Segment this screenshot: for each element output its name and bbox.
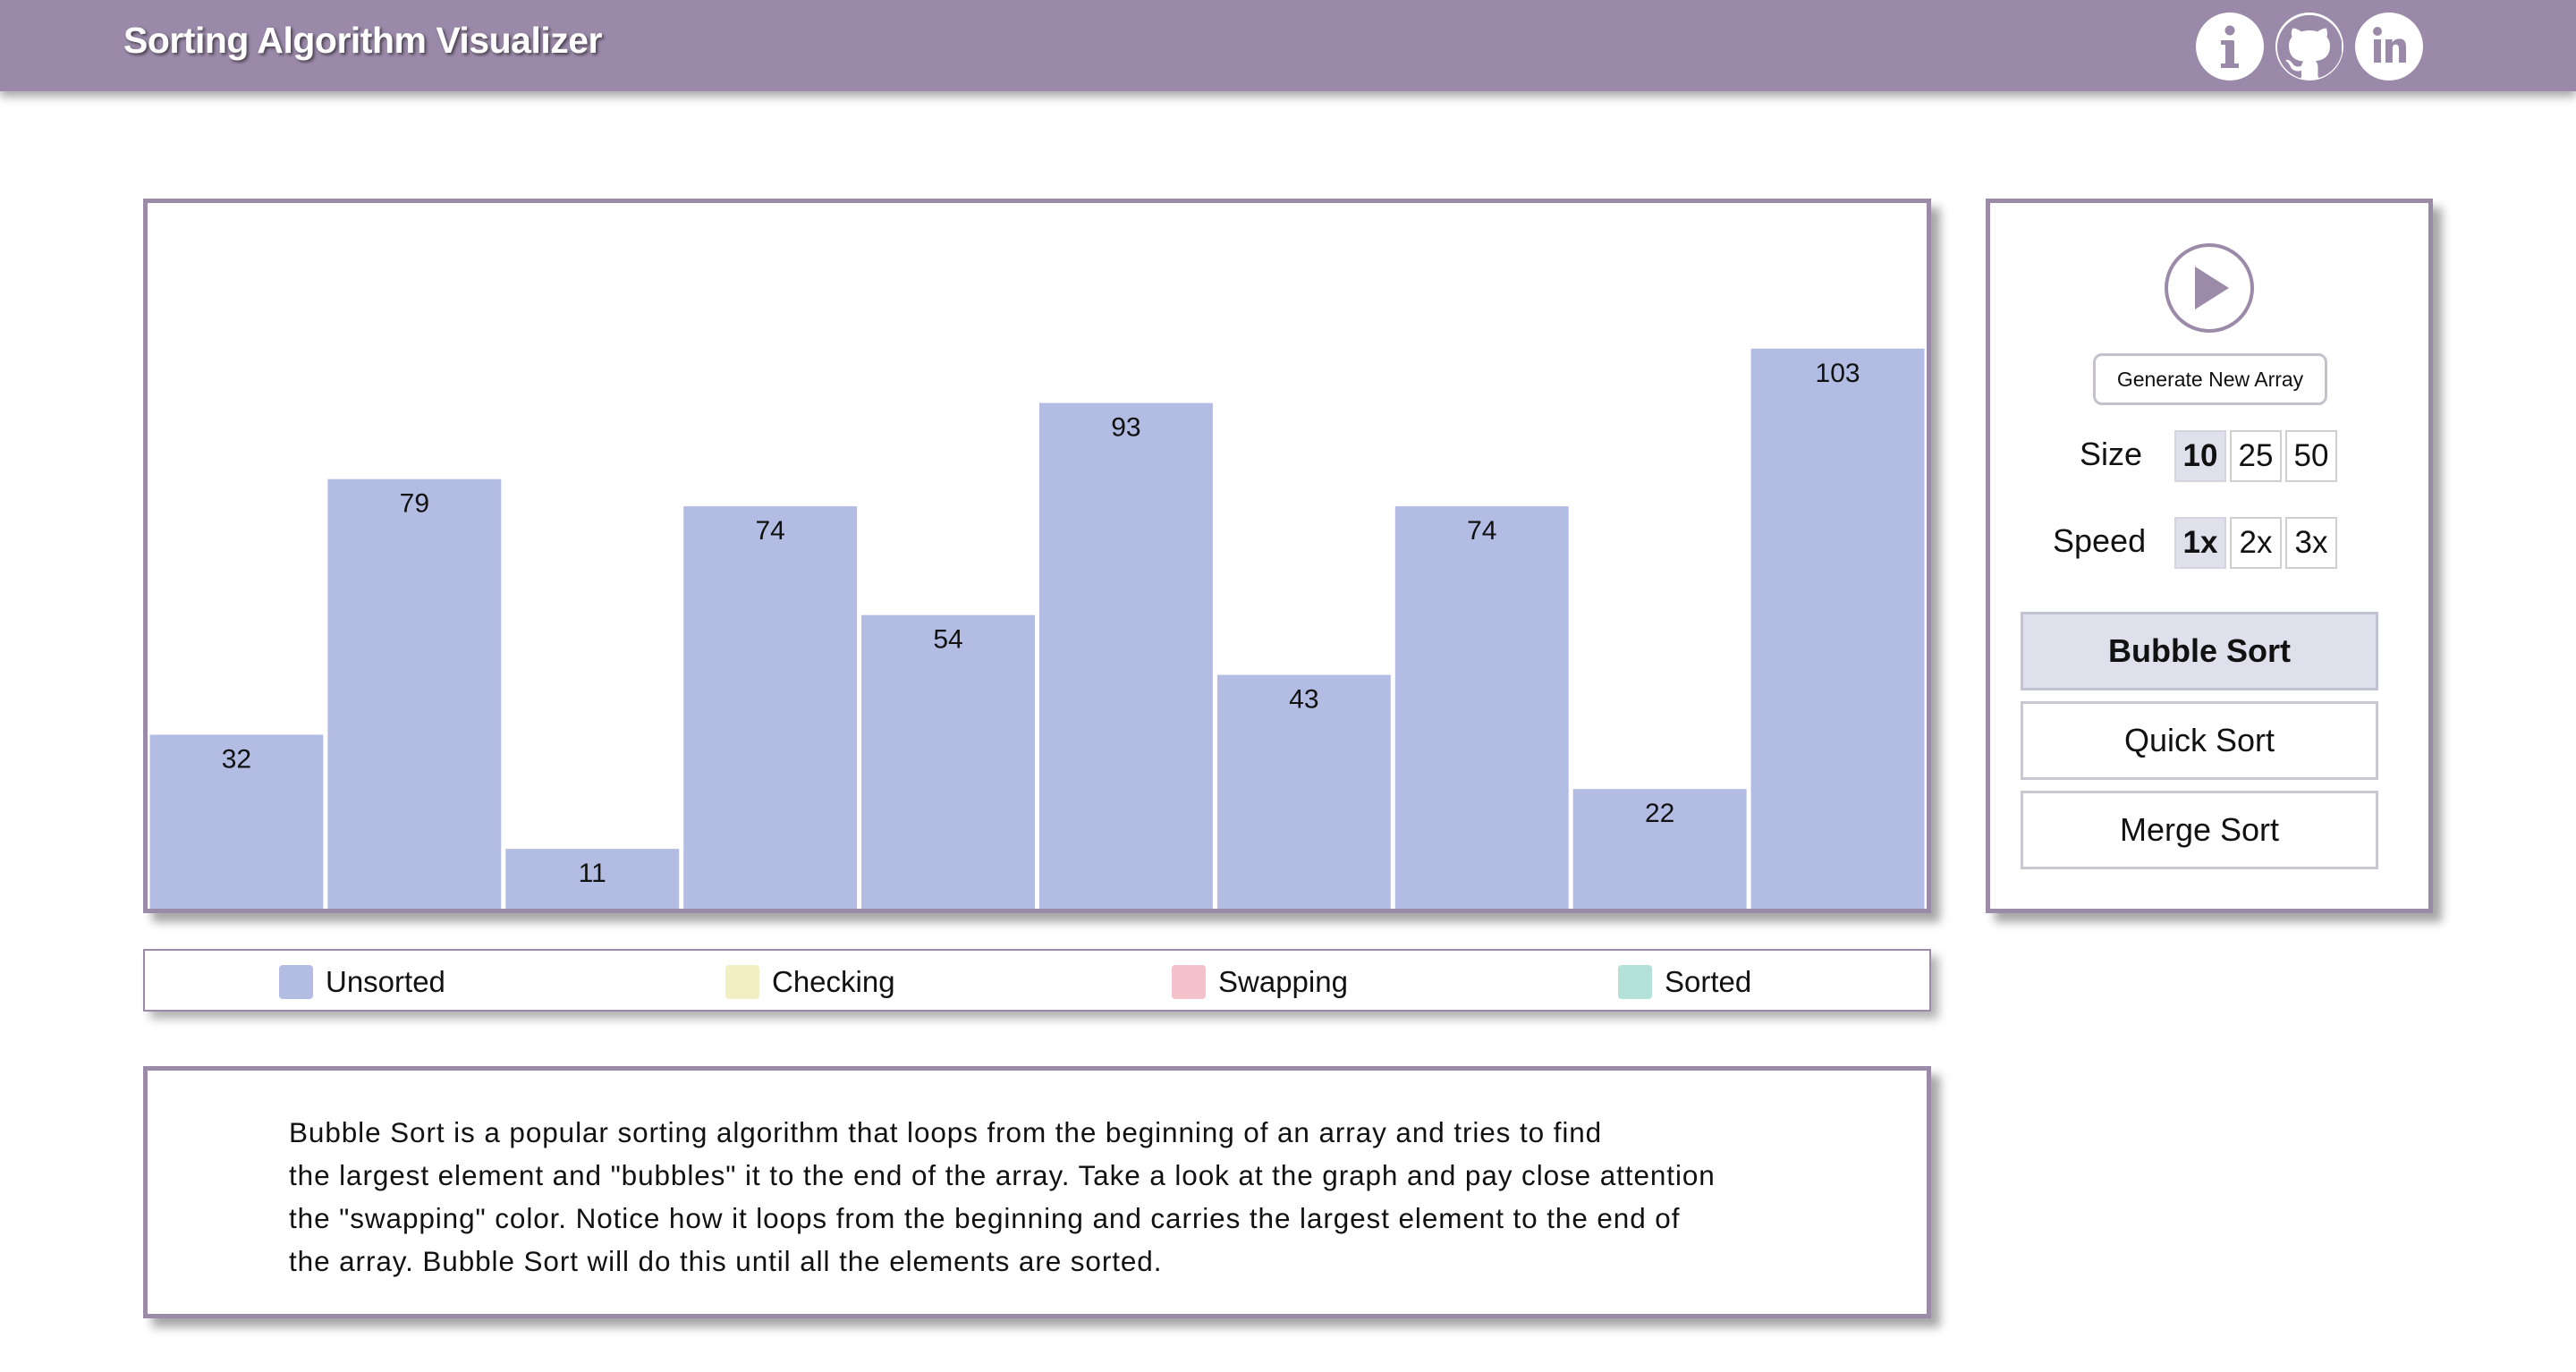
legend: Unsorted Checking Swapping Sorted (143, 949, 1931, 1012)
bar (1572, 789, 1747, 909)
speed-option-1x[interactable]: 1x (2174, 517, 2226, 569)
legend-label: Unsorted (326, 965, 445, 998)
bar-value-label: 22 (1645, 799, 1674, 828)
speed-option-2x[interactable]: 2x (2230, 517, 2282, 569)
linkedin-icon[interactable] (2355, 13, 2423, 80)
bar-value-label: 43 (1289, 685, 1318, 715)
bar (505, 849, 680, 909)
bar (683, 506, 858, 909)
bar-value-label: 32 (222, 744, 251, 774)
bar-value-label: 79 (400, 489, 429, 519)
algorithm-description: Bubble Sort is a popular sorting algorit… (289, 1111, 1809, 1283)
control-panel: Generate New Array Size 10 25 50 Speed 1… (1986, 199, 2433, 913)
legend-item-checking: Checking (725, 964, 895, 1000)
description-line: the "swapping" color. Notice how it loop… (289, 1202, 1681, 1234)
merge-sort-button[interactable]: Merge Sort (2021, 791, 2378, 869)
description-line: Bubble Sort is a popular sorting algorit… (289, 1116, 1603, 1148)
bar-value-label: 74 (755, 516, 784, 546)
legend-label: Swapping (1218, 965, 1348, 998)
bar-value-label: 74 (1467, 516, 1496, 546)
description-panel: Bubble Sort is a popular sorting algorit… (143, 1066, 1931, 1318)
bar (1039, 402, 1213, 909)
description-line: the array. Bubble Sort will do this unti… (289, 1245, 1163, 1277)
legend-item-sorted: Sorted (1618, 964, 1751, 1000)
speed-option-3x[interactable]: 3x (2285, 517, 2337, 569)
bar-value-label: 103 (1816, 359, 1860, 388)
legend-swatch (1618, 965, 1652, 999)
bar-value-label: 54 (933, 625, 962, 655)
info-icon[interactable] (2196, 13, 2264, 80)
speed-label: Speed (2053, 522, 2147, 559)
app-title: Sorting Algorithm Visualizer (123, 20, 603, 61)
bar (861, 614, 1035, 909)
github-icon[interactable] (2275, 13, 2343, 80)
bubble-sort-button[interactable]: Bubble Sort (2021, 612, 2378, 690)
legend-label: Checking (772, 965, 895, 998)
play-icon (2195, 267, 2229, 309)
bar (149, 734, 324, 909)
legend-item-unsorted: Unsorted (279, 964, 445, 1000)
size-option-25[interactable]: 25 (2230, 430, 2282, 482)
size-option-10[interactable]: 10 (2174, 430, 2226, 482)
generate-array-button[interactable]: Generate New Array (2093, 353, 2327, 405)
header-bar: Sorting Algorithm Visualizer (0, 0, 2576, 91)
bar (1394, 506, 1569, 909)
bar (327, 479, 502, 909)
legend-swatch (279, 965, 313, 999)
chart-panel: 32 79 11 74 54 93 43 74 22 103 (143, 199, 1931, 913)
size-label: Size (2080, 436, 2143, 472)
size-option-50[interactable]: 50 (2285, 430, 2337, 482)
bar (1750, 348, 1925, 909)
quick-sort-button[interactable]: Quick Sort (2021, 701, 2378, 780)
legend-label: Sorted (1665, 965, 1752, 998)
bar (1216, 674, 1391, 909)
description-line: the largest element and "bubbles" it to … (289, 1159, 1716, 1191)
legend-swatch (1172, 965, 1206, 999)
legend-item-swapping: Swapping (1172, 964, 1348, 1000)
legend-swatch (725, 965, 759, 999)
play-button[interactable] (2165, 243, 2254, 333)
bar-chart: 32 79 11 74 54 93 43 74 22 103 (149, 348, 1925, 909)
bar-value-label: 11 (579, 859, 606, 888)
bar-value-label: 93 (1111, 413, 1140, 443)
